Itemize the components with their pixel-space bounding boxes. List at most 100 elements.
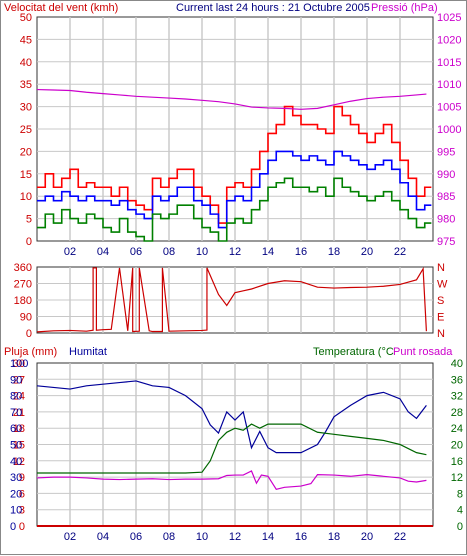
- humidity-tick-label: 90: [10, 374, 22, 386]
- humidity-tick-label: 30: [10, 472, 22, 484]
- temperature-tick-label: 0: [457, 521, 463, 533]
- wind-tick-label: 25: [20, 124, 32, 136]
- temperature-tick-label: 28: [451, 407, 463, 419]
- temperature-tick-label: 4: [457, 505, 463, 517]
- rain-tick-label: 0: [19, 521, 25, 533]
- humidity-tick-label: 60: [10, 423, 22, 435]
- wind-speed-axis-label: Velocitat del vent (kmh): [4, 2, 118, 14]
- x-tick-label: 08: [163, 531, 175, 543]
- wind-avg-line: [37, 150, 432, 229]
- wind-tick-label: 5: [26, 214, 32, 226]
- x-tick-label: 02: [64, 531, 76, 543]
- wind-direction-line: [36, 266, 427, 333]
- humidity-tick-label: 70: [10, 407, 22, 419]
- x-tick-label: 14: [262, 246, 274, 258]
- x-tick-label: 04: [97, 531, 109, 543]
- pressure-tick-label: 1020: [437, 34, 461, 46]
- direction-tick-label: 180: [14, 295, 32, 307]
- x-tick-label: 06: [130, 246, 142, 258]
- x-tick-label: 06: [130, 531, 142, 543]
- temperature-tick-label: 36: [451, 374, 463, 386]
- x-tick-label: 12: [229, 531, 241, 543]
- pressure-tick-label: 1000: [437, 124, 461, 136]
- humidity-axis-label: Humitat: [69, 346, 107, 358]
- rain-tick-label: 18: [13, 423, 25, 435]
- temperature-tick-label: 32: [451, 391, 463, 403]
- dew-point-axis-label: Punt rosada: [393, 346, 453, 358]
- rain-axis-label: Pluja (mm): [4, 346, 57, 358]
- direction-tick-label: 270: [14, 279, 32, 291]
- wind-tick-label: 30: [20, 102, 32, 114]
- pressure-tick-label: 985: [437, 191, 455, 203]
- humidity-tick-label: 80: [10, 391, 22, 403]
- x-tick-label: 10: [196, 246, 208, 258]
- x-tick-label: 02: [64, 246, 76, 258]
- x-tick-label: 08: [163, 246, 175, 258]
- temperature-line: [37, 423, 427, 474]
- pressure-tick-label: 995: [437, 146, 455, 158]
- rain-tick-label: 3: [19, 505, 25, 517]
- rain-tick-label: 15: [13, 440, 25, 452]
- pressure-tick-label: 1010: [437, 79, 461, 91]
- compass-tick-label: N: [437, 262, 445, 274]
- x-tick-label: 12: [229, 246, 241, 258]
- x-tick-label: 10: [196, 531, 208, 543]
- compass-tick-label: S: [437, 295, 444, 307]
- gust-line: [37, 105, 432, 224]
- pressure-tick-label: 980: [437, 214, 455, 226]
- pressure-tick-label: 990: [437, 169, 455, 181]
- chart-subtitle: Current last 24 hours : 21 Octubre 2005: [176, 2, 370, 14]
- compass-tick-label: W: [437, 279, 448, 291]
- wind-tick-label: 20: [20, 146, 32, 158]
- pressure-tick-label: 1025: [437, 12, 461, 24]
- humidity-tick-label: 10: [10, 505, 22, 517]
- temperature-axis-label: Temperatura (°C: [313, 346, 394, 358]
- rain-tick-label: 24: [13, 391, 25, 403]
- x-tick-label: 18: [328, 531, 340, 543]
- x-tick-label: 16: [295, 531, 307, 543]
- rain-tick-label: 30: [13, 358, 25, 370]
- pressure-tick-label: 1015: [437, 57, 461, 69]
- x-tick-label: 20: [361, 531, 373, 543]
- rain-tick-label: 21: [13, 407, 25, 419]
- rain-tick-label: 12: [13, 456, 25, 468]
- wind-tick-label: 10: [20, 191, 32, 203]
- temperature-tick-label: 20: [451, 440, 463, 452]
- rain-tick-label: 9: [19, 472, 25, 484]
- temperature-tick-label: 12: [451, 472, 463, 484]
- x-tick-label: 20: [361, 246, 373, 258]
- temperature-tick-label: 40: [451, 358, 463, 370]
- humidity-tick-label: 40: [10, 456, 22, 468]
- pressure-axis-label: Pressió (hPa): [371, 2, 438, 14]
- direction-tick-label: 360: [14, 262, 32, 274]
- x-tick-label: 18: [328, 246, 340, 258]
- wind-min-line: [37, 177, 432, 242]
- x-tick-label: 22: [394, 246, 406, 258]
- x-tick-label: 16: [295, 246, 307, 258]
- direction-tick-label: 0: [26, 328, 32, 340]
- temperature-tick-label: 24: [451, 423, 463, 435]
- temperature-tick-label: 16: [451, 456, 463, 468]
- direction-tick-label: 90: [20, 312, 32, 324]
- humidity-tick-label: 100: [10, 358, 28, 370]
- compass-tick-label: N: [437, 328, 445, 340]
- rain-tick-label: 6: [19, 488, 25, 500]
- wind-tick-label: 35: [20, 79, 32, 91]
- x-tick-label: 04: [97, 246, 109, 258]
- humidity-tick-label: 20: [10, 488, 22, 500]
- wind-tick-label: 45: [20, 34, 32, 46]
- humidity-line: [36, 380, 427, 454]
- humidity-tick-label: 50: [10, 440, 22, 452]
- rain-tick-label: 27: [13, 374, 25, 386]
- pressure-line: [36, 88, 427, 110]
- pressure-tick-label: 975: [437, 236, 455, 248]
- wind-tick-label: 50: [20, 12, 32, 24]
- wind-tick-label: 0: [26, 236, 32, 248]
- temperature-tick-label: 8: [457, 488, 463, 500]
- humidity-tick-label: 0: [10, 521, 16, 533]
- x-tick-label: 22: [394, 531, 406, 543]
- wind-tick-label: 40: [20, 57, 32, 69]
- dew-point-line: [36, 470, 427, 491]
